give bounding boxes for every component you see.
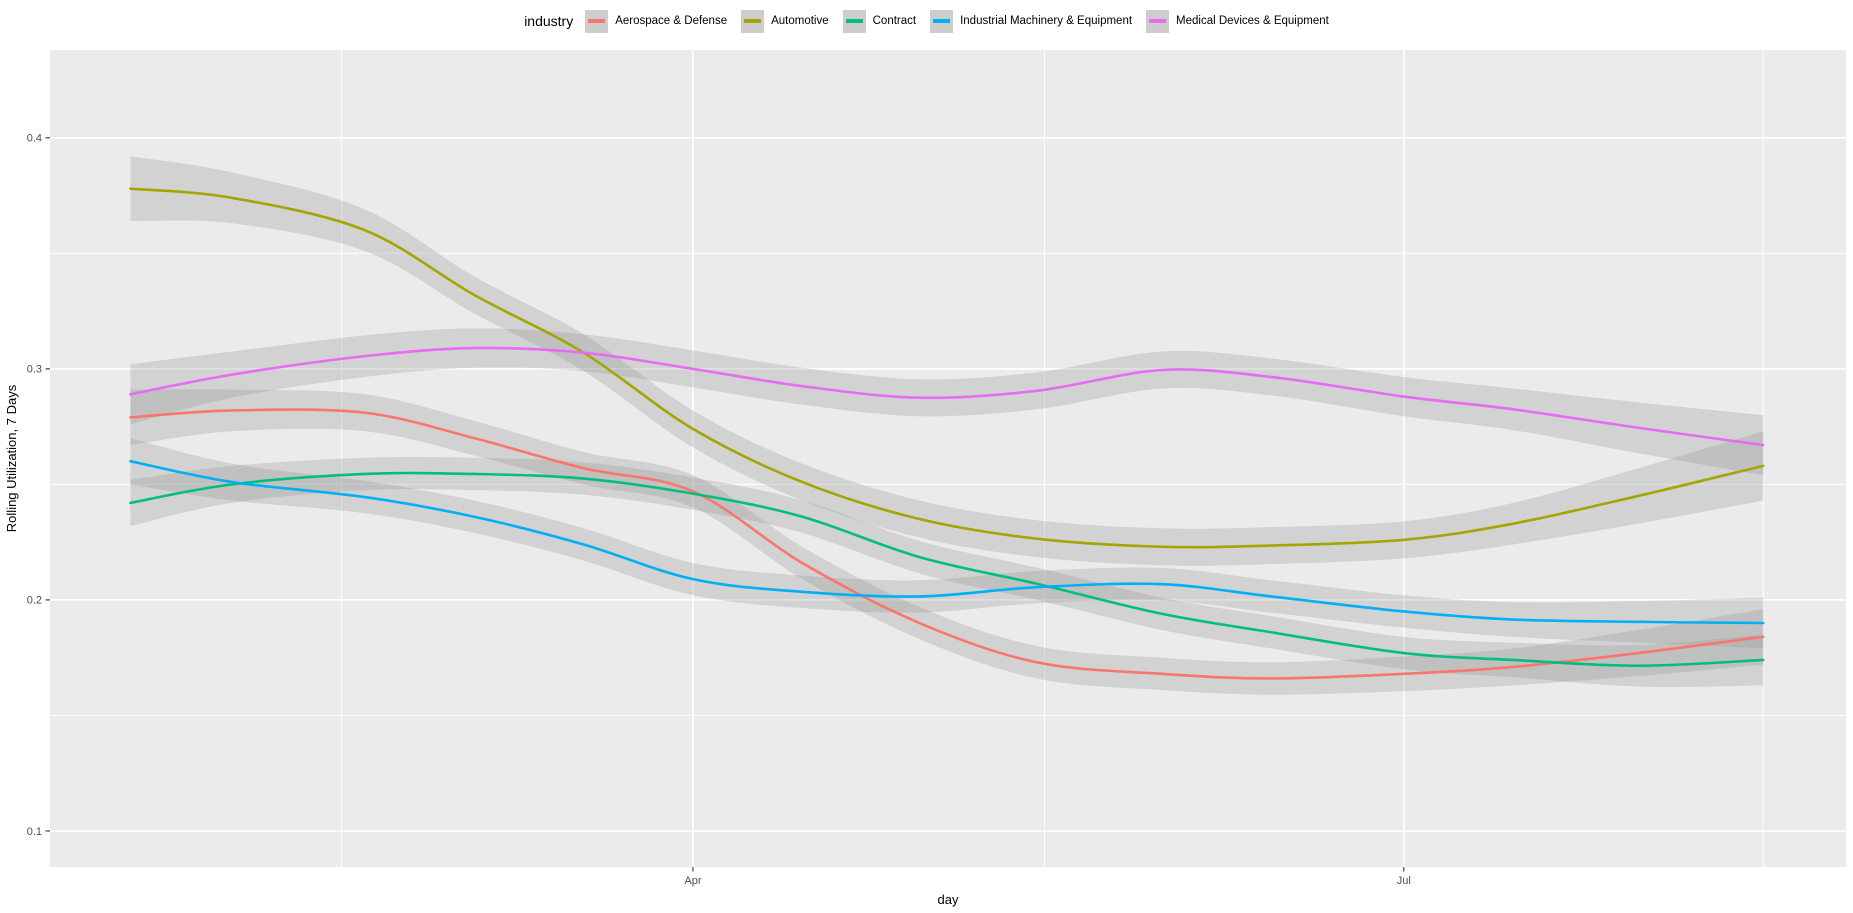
legend-key-line-icon (1149, 19, 1167, 23)
legend-key-icon (585, 9, 609, 33)
series-line-aerospace-defense (129, 408, 1765, 680)
confidence-band-industrial-machinery-equipment (130, 438, 1764, 649)
x-tick-label: Jul (1397, 875, 1411, 887)
legend-item-label: Automotive (771, 15, 829, 27)
legend-item-label: Aerospace & Defense (615, 15, 728, 27)
legend: industry Aerospace & Defense Automotive Co… (0, 6, 1853, 36)
legend-key-icon (741, 9, 765, 33)
legend-item-label: Contract (872, 15, 917, 27)
x-tick-label: Apr (684, 875, 701, 887)
legend-key-line-icon (744, 19, 762, 23)
y-tick-label: 0.2 (27, 595, 42, 607)
y-tick-label: 0.1 (27, 826, 42, 838)
legend-item-contract: Contract (842, 9, 917, 33)
plot-panel (50, 50, 1846, 867)
legend-key-icon (842, 9, 866, 33)
legend-item-aerospace-defense: Aerospace & Defense (585, 9, 728, 33)
series-line-automotive (129, 187, 1765, 549)
legend-key-line-icon (933, 19, 951, 23)
legend-item-industrial-machinery-equipment: Industrial Machinery & Equipment (930, 9, 1133, 33)
y-tick-label: 0.4 (27, 133, 42, 145)
x-axis-title: day (938, 892, 959, 907)
confidence-band-aerospace-defense (130, 389, 1764, 695)
legend-items: Aerospace & Defense Automotive Contract Ind… (585, 9, 1329, 33)
series-line-contract (129, 471, 1765, 668)
confidence-band-contract (130, 457, 1764, 687)
legend-title: industry (524, 13, 574, 29)
confidence-band-medical-devices-equipment (130, 328, 1764, 476)
confidence-band-automotive (130, 156, 1764, 566)
legend-key-line-icon (845, 19, 863, 23)
legend-item-label: Industrial Machinery & Equipment (960, 15, 1133, 27)
legend-item-automotive: Automotive (741, 9, 829, 33)
legend-key-icon (930, 9, 954, 33)
legend-key-line-icon (588, 19, 606, 23)
legend-item-label: Medical Devices & Equipment (1176, 15, 1329, 27)
legend-key-icon (1146, 9, 1170, 33)
y-axis-title: Rolling Utilization, 7 Days (4, 384, 19, 532)
legend-item-medical-devices-equipment: Medical Devices & Equipment (1146, 9, 1329, 33)
series-line-industrial-machinery-equipment (129, 459, 1765, 625)
series-line-medical-devices-equipment (129, 346, 1765, 447)
y-tick-label: 0.3 (27, 364, 42, 376)
